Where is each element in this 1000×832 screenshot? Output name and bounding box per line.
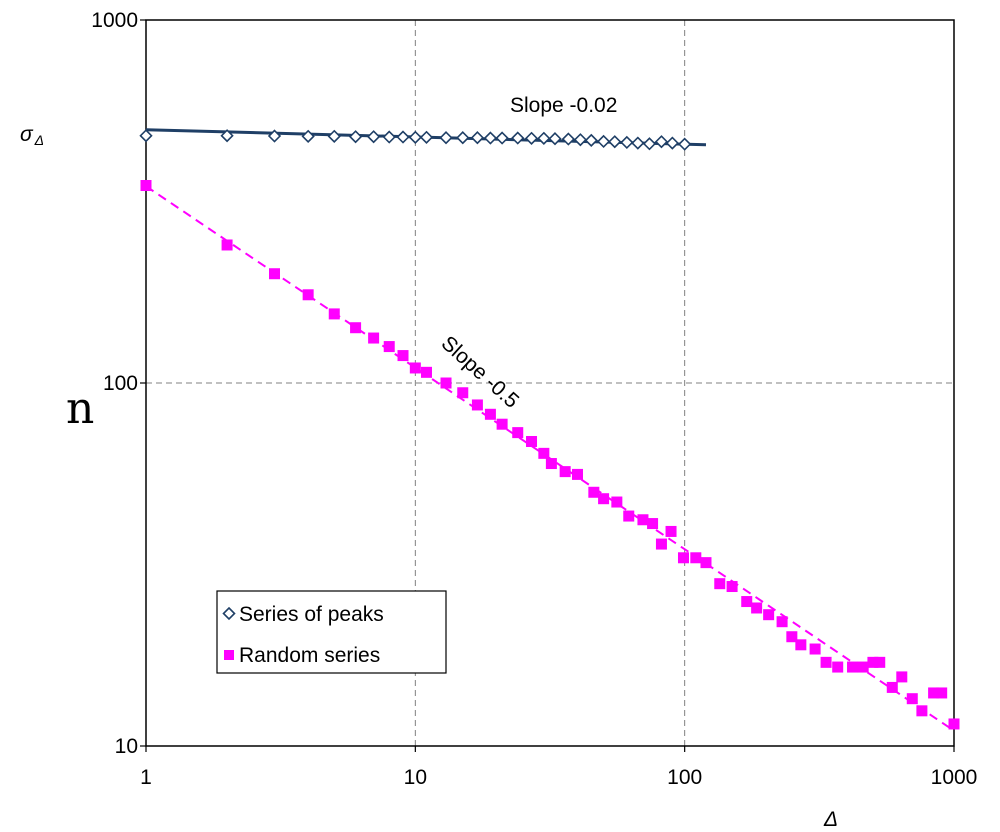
data-point-random bbox=[666, 526, 677, 537]
data-point-random bbox=[421, 367, 432, 378]
data-point-random bbox=[896, 671, 907, 682]
legend: Series of peaks Random series bbox=[217, 591, 446, 673]
data-point-random bbox=[472, 399, 483, 410]
data-point-random bbox=[457, 387, 468, 398]
x-tick-label: 10 bbox=[404, 766, 427, 789]
data-point-random bbox=[647, 518, 658, 529]
data-point-random bbox=[560, 466, 571, 477]
data-point-random bbox=[538, 448, 549, 459]
y-tick-label: 1000 bbox=[91, 9, 138, 32]
data-point-random bbox=[916, 705, 927, 716]
data-point-random bbox=[763, 609, 774, 620]
y-axis-label-subscript: Δ bbox=[34, 132, 44, 148]
legend-marker-random bbox=[224, 650, 234, 660]
y-tick-label: 10 bbox=[115, 735, 138, 758]
data-point-random bbox=[741, 596, 752, 607]
data-point-random bbox=[441, 378, 452, 389]
data-point-random bbox=[512, 427, 523, 438]
data-point-random bbox=[410, 362, 421, 373]
data-point-random bbox=[847, 662, 858, 673]
annotation-slope-peaks: Slope -0.02 bbox=[510, 94, 617, 117]
y-axis: 10 100 1000 bbox=[91, 9, 146, 758]
data-point-random bbox=[887, 682, 898, 693]
data-point-random bbox=[700, 557, 711, 568]
data-point-random bbox=[714, 578, 725, 589]
data-point-random bbox=[810, 644, 821, 655]
legend-label-peaks: Series of peaks bbox=[239, 603, 384, 626]
legend-label-random: Random series bbox=[239, 644, 380, 667]
data-point-random bbox=[637, 514, 648, 525]
x-axis: 1 10 100 1000 bbox=[140, 746, 977, 789]
x-tick-label: 100 bbox=[667, 766, 702, 789]
data-point-random bbox=[588, 487, 599, 498]
data-point-random bbox=[656, 539, 667, 550]
data-point-random bbox=[269, 268, 280, 279]
data-point-random bbox=[485, 409, 496, 420]
data-point-random bbox=[751, 602, 762, 613]
data-point-random bbox=[874, 657, 885, 668]
data-point-random bbox=[526, 436, 537, 447]
data-point-random bbox=[497, 419, 508, 430]
stray-glyph: n bbox=[66, 383, 94, 434]
data-point-random bbox=[832, 662, 843, 673]
data-point-random bbox=[777, 616, 788, 627]
data-point-random bbox=[546, 458, 557, 469]
data-point-random bbox=[623, 511, 634, 522]
data-point-random bbox=[222, 239, 233, 250]
x-axis-label: Δ bbox=[823, 808, 838, 831]
data-point-random bbox=[598, 493, 609, 504]
data-point-random bbox=[907, 693, 918, 704]
data-point-random bbox=[821, 657, 832, 668]
data-point-random bbox=[368, 333, 379, 344]
data-point-random bbox=[611, 497, 622, 508]
y-axis-label-symbol: σ bbox=[20, 123, 34, 146]
y-tick-label: 100 bbox=[103, 372, 138, 395]
data-point-random bbox=[795, 639, 806, 650]
data-point-random bbox=[949, 718, 960, 729]
data-point-random bbox=[384, 341, 395, 352]
data-point-random bbox=[690, 552, 701, 563]
data-point-random bbox=[936, 687, 947, 698]
data-point-random bbox=[303, 289, 314, 300]
data-point-random bbox=[141, 180, 152, 191]
data-point-random bbox=[678, 552, 689, 563]
x-tick-label: 1000 bbox=[931, 766, 978, 789]
data-point-random bbox=[727, 581, 738, 592]
data-point-random bbox=[858, 662, 869, 673]
data-point-random bbox=[572, 469, 583, 480]
data-point-random bbox=[398, 350, 409, 361]
x-tick-label: 1 bbox=[140, 766, 152, 789]
data-point-random bbox=[329, 308, 340, 319]
data-point-random bbox=[350, 322, 361, 333]
